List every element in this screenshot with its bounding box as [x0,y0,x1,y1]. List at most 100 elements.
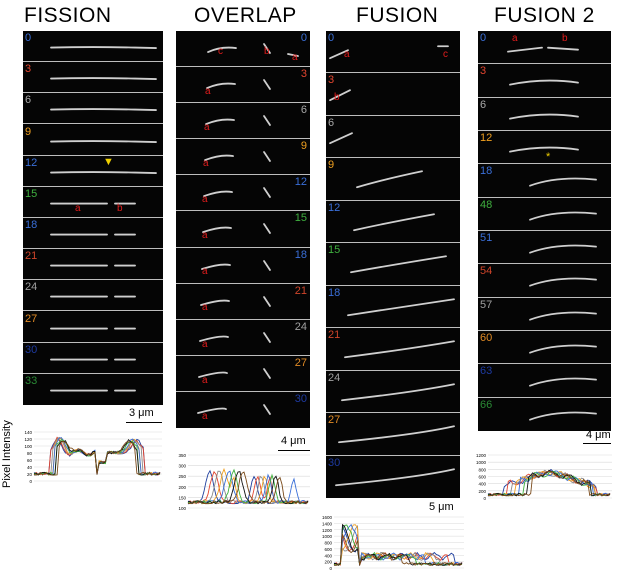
fission-scale-text: 3 μm [129,407,154,419]
y-tick-label: 400 [324,553,332,558]
fission-fiber-image [50,358,136,361]
overlap-fiber-image [198,367,271,379]
y-tick-label: 100 [24,444,32,449]
overlap-frame: 24 a [176,319,310,356]
overlap-frame: 30 a [176,391,310,428]
fusion-title: FUSION [356,4,439,27]
fusion2-scale-bar [583,443,611,444]
overlap-fiber-image [204,151,271,163]
fusion2-frame: 51 [478,231,611,265]
intensity-trace [187,470,309,505]
fusion2-time-label: 63 [480,365,493,378]
fusion-time-label: 12 [328,201,341,214]
intensity-trace [333,534,463,567]
fusion-frame: 15 [326,243,460,286]
fission-title: FISSION [24,4,112,27]
overlap-frame: 21 a [176,283,310,320]
fusion-label-a: a [344,49,350,61]
y-tick-label: 120 [24,437,32,442]
fusion2-time-label: 57 [480,298,493,311]
overlap-kymo-strip: 0 c b a 3 a 6 a 9 a 12 a 15 a 18 a 21 a 24 a 27 a 30 a [176,31,310,428]
fusion-fiber-image [356,170,423,189]
y-tick-label: 600 [478,475,486,480]
fission-time-label: 0 [25,32,32,44]
overlap-time-label: 0 [300,32,307,44]
fusion2-time-label: 60 [480,332,493,344]
fusion2-frame: 12 * [478,131,611,165]
overlap-scale-text: 4 μm [281,435,306,447]
fission-kymo-strip: 0 3 6 9 12 ▼ 15 a b 18 21 24 27 30 33 [23,31,163,405]
fusion2-fiber-image [509,146,579,153]
fusion2-frame: 3 [478,64,611,98]
overlap-fiber-image [206,79,271,91]
fusion2-time-label: 12 [480,132,493,144]
fusion2-fiber-image [529,311,597,321]
fission-frame: 33 [23,373,163,405]
fission-time-label: 15 [25,187,38,200]
y-tick-label: 0 [29,479,32,484]
fusion2-label-a: a [512,32,518,44]
fusion2-time-label: 3 [480,65,487,78]
fusion-frame: 12 [326,200,460,244]
fission-frame: 21 [23,249,163,281]
fission-event-marker: ▼ [103,156,114,169]
y-tick-label: 40 [27,465,33,470]
fusion2-fiber-image [509,113,579,120]
fusion-scale-text: 5 μm [429,501,454,513]
overlap-fiber-image [207,43,299,57]
overlap-time-label: 15 [294,212,307,225]
fission-time-label: 24 [25,281,38,294]
fission-time-label: 18 [25,219,38,231]
y-tick-label: 1200 [322,528,333,533]
fusion2-frame: 6 [478,97,611,131]
overlap-fiber-image [199,331,271,343]
fusion2-time-label: 0 [480,32,487,44]
overlap-fiber-image [202,223,271,235]
fission-fiber-image [50,264,136,267]
fusion2-time-label: 18 [480,165,493,178]
fusion-frame: 30 [326,455,460,498]
y-tick-label: 20 [27,472,33,477]
fusion2-label-b: b [562,32,568,44]
overlap-time-label: 18 [294,248,307,261]
overlap-label-a: a [204,122,210,134]
overlap-title: OVERLAP [194,4,297,27]
fusion-time-label: 15 [328,244,341,257]
fusion-time-label: 9 [328,159,335,172]
fusion-frame: 27 [326,413,460,456]
fusion2-fiber-image [529,344,597,354]
fission-fiber-image [50,108,157,112]
overlap-label-b: b [264,46,270,58]
fission-fiber-image [50,170,157,174]
fusion-kymo-strip: 0 a c 3 b 6 9 12 15 18 21 24 27 30 [326,31,460,498]
fission-fiber-image [50,77,157,81]
fission-intensity-graph: 140 120 100 80 60 40 20 0 [12,429,164,485]
fusion-fiber-image [353,213,435,231]
y-tick-label: 200 [324,560,332,565]
fusion2-frame: 57 [478,297,611,331]
y-tick-label: 150 [178,495,186,500]
overlap-frame: 12 a [176,175,310,212]
intensity-trace [33,440,161,476]
y-tick-label: 200 [178,485,186,490]
fusion2-frame: 63 [478,364,611,398]
fusion2-time-label: 66 [480,398,493,411]
overlap-label-a: a [202,410,208,422]
overlap-frame: 27 a [176,355,310,392]
fusion2-time-label: 48 [480,198,493,211]
fission-fiber-image [50,233,136,236]
fusion2-fiber-image [529,377,597,387]
fusion2-fiber-image [529,277,597,287]
y-tick-label: 1600 [322,515,333,520]
fission-time-label: 12 [25,156,38,169]
overlap-label-a: a [202,302,208,314]
fusion-fiber-image [347,298,455,316]
y-tick-label: 350 [178,453,186,458]
fusion-fiber-image [341,382,455,401]
fusion2-fiber-image [529,411,597,421]
fusion-label-b: b [334,91,340,103]
fission-fiber-image [50,296,136,298]
fusion2-time-label: 6 [480,98,487,111]
overlap-frame: 0 c b a [176,31,310,68]
